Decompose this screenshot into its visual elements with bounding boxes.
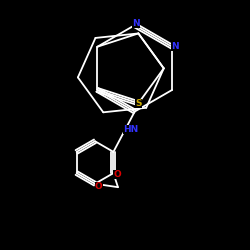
- Text: HN: HN: [123, 125, 138, 134]
- Text: N: N: [171, 42, 178, 51]
- Text: O: O: [95, 182, 103, 191]
- Text: N: N: [132, 20, 140, 28]
- Text: S: S: [135, 99, 142, 108]
- Text: O: O: [113, 170, 121, 179]
